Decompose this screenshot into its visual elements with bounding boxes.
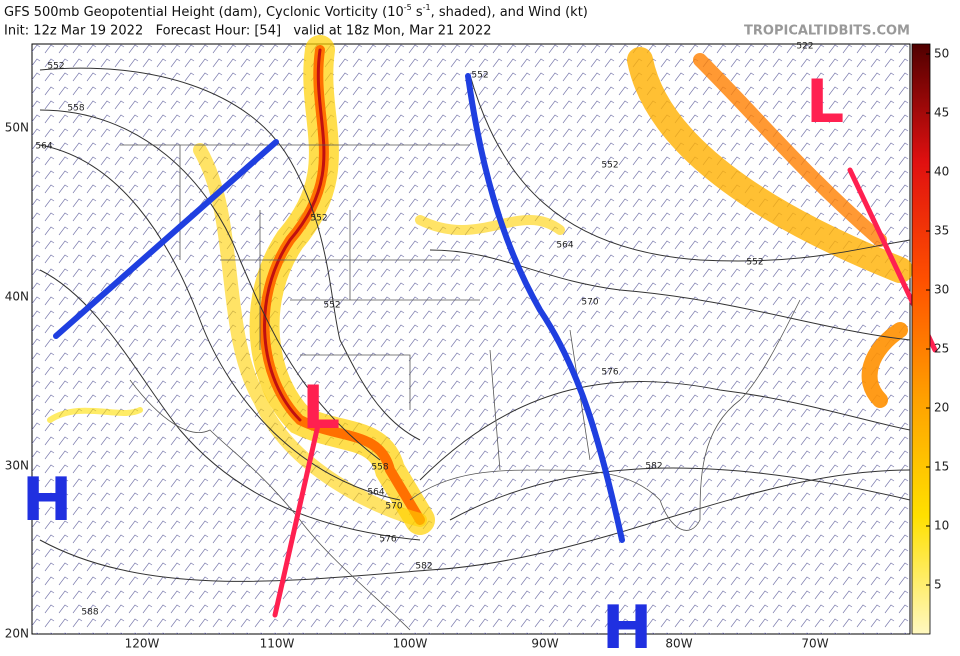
colorbar-label: 10 bbox=[934, 519, 949, 533]
contour-label: 552 bbox=[323, 301, 340, 311]
longitude-label: 90W bbox=[531, 637, 558, 651]
map-title: GFS 500mb Geopotential Height (dam), Cyc… bbox=[4, 3, 588, 20]
colorbar-label: 45 bbox=[934, 106, 949, 120]
colorbar-label: 15 bbox=[934, 460, 949, 474]
colorbar-label: 40 bbox=[934, 165, 949, 179]
latitude-label: 30N bbox=[5, 459, 29, 473]
contour-label: 564 bbox=[35, 142, 52, 152]
pressure-center: H bbox=[22, 465, 72, 535]
colorbar-label: 25 bbox=[934, 342, 949, 356]
longitude-label: 110W bbox=[260, 637, 295, 651]
contour-label: 570 bbox=[385, 502, 402, 512]
contour-label: 588 bbox=[81, 608, 98, 618]
latitude-label: 50N bbox=[5, 121, 29, 135]
contour-label: 558 bbox=[371, 463, 388, 473]
longitude-label: 70W bbox=[801, 637, 828, 651]
contour-label: 552 bbox=[47, 62, 64, 72]
map-area: 5525585645525525525585645705765825885645… bbox=[22, 35, 938, 656]
source-label: TROPICALTIDBITS.COM bbox=[744, 24, 910, 39]
wind-barbs bbox=[32, 44, 910, 634]
longitude-label: 100W bbox=[393, 637, 428, 651]
height-contours bbox=[39, 67, 911, 582]
pressure-center: L bbox=[302, 373, 340, 443]
pressure-center: L bbox=[806, 67, 844, 137]
contour-label: 576 bbox=[601, 368, 618, 378]
colorbar-label: 50 bbox=[934, 47, 949, 61]
contour-label: 552 bbox=[310, 214, 327, 224]
longitude-label: 80W bbox=[665, 637, 692, 651]
contour-label: 522 bbox=[796, 42, 813, 52]
contour-label: 582 bbox=[645, 462, 662, 472]
latitude-label: 20N bbox=[5, 627, 29, 641]
map-outlines bbox=[120, 144, 801, 631]
init-info: Init: 12z Mar 19 2022 Forecast Hour: [54… bbox=[4, 24, 491, 39]
vorticity-shading bbox=[47, 35, 913, 535]
colorbar-label: 30 bbox=[934, 283, 949, 297]
contour-label: 552 bbox=[471, 71, 488, 81]
contour-label: 564 bbox=[556, 241, 573, 251]
contour-label: 552 bbox=[601, 161, 618, 171]
contour-label: 582 bbox=[415, 562, 432, 572]
contour-label: 564 bbox=[367, 488, 384, 498]
contour-label: 552 bbox=[746, 258, 763, 268]
colorbar-label: 20 bbox=[934, 401, 949, 415]
latitude-label: 40N bbox=[5, 290, 29, 304]
longitude-label: 120W bbox=[125, 637, 160, 651]
pressure-center: H bbox=[602, 593, 652, 652]
contour-label: 576 bbox=[379, 535, 396, 545]
colorbar bbox=[911, 43, 931, 635]
colorbar-label: 35 bbox=[934, 224, 949, 238]
colorbar-label: 5 bbox=[934, 578, 942, 592]
contour-label: 558 bbox=[67, 104, 84, 114]
contour-label: 570 bbox=[581, 298, 598, 308]
